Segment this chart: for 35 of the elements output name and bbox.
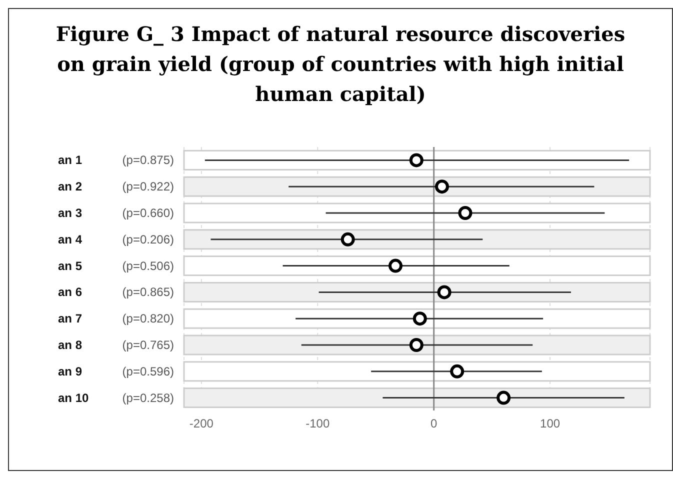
- text: (p=0.660): [122, 206, 174, 220]
- text: (p=0.596): [122, 364, 174, 378]
- x-tick-label: -100: [306, 416, 330, 431]
- chart-title: Figure G_ 3 Impact of natural resource discoveries on grain yield (group of countries with high initial human capital): [54, 21, 626, 108]
- point: [412, 312, 427, 326]
- point: [496, 390, 511, 405]
- text: (p=0.506): [122, 258, 174, 273]
- y-tick-label: an 5: [58, 258, 82, 273]
- text: (p=0.258): [122, 390, 174, 405]
- text: (p=0.865): [122, 285, 174, 300]
- y-tick-label: an 4: [58, 232, 82, 246]
- y-tick-label: an 10: [58, 390, 90, 405]
- point: [388, 258, 402, 273]
- y-tick-label: an 7: [58, 312, 82, 326]
- point: [340, 232, 355, 246]
- point: [409, 338, 424, 352]
- point: [434, 180, 449, 194]
- text: (p=0.922): [122, 180, 174, 194]
- point: [409, 153, 424, 168]
- text: (p=0.765): [122, 338, 174, 352]
- text: (p=0.206): [122, 232, 174, 246]
- y-tick-label: an 3: [58, 206, 82, 220]
- x-tick-label: 0: [430, 416, 438, 431]
- x-tick-label: -200: [189, 416, 214, 431]
- text: (p=0.875): [122, 153, 174, 168]
- y-tick-label: an 6: [58, 285, 82, 300]
- point: [458, 206, 472, 220]
- y-tick-label: an 9: [58, 364, 82, 378]
- point: [437, 285, 452, 300]
- y-tick-label: an 1: [58, 153, 82, 168]
- y-tick-label: an 2: [58, 180, 82, 194]
- y-tick-label: an 8: [58, 338, 82, 352]
- x-tick-label: 100: [540, 416, 560, 431]
- point: [450, 364, 464, 378]
- text: (p=0.820): [122, 312, 174, 326]
